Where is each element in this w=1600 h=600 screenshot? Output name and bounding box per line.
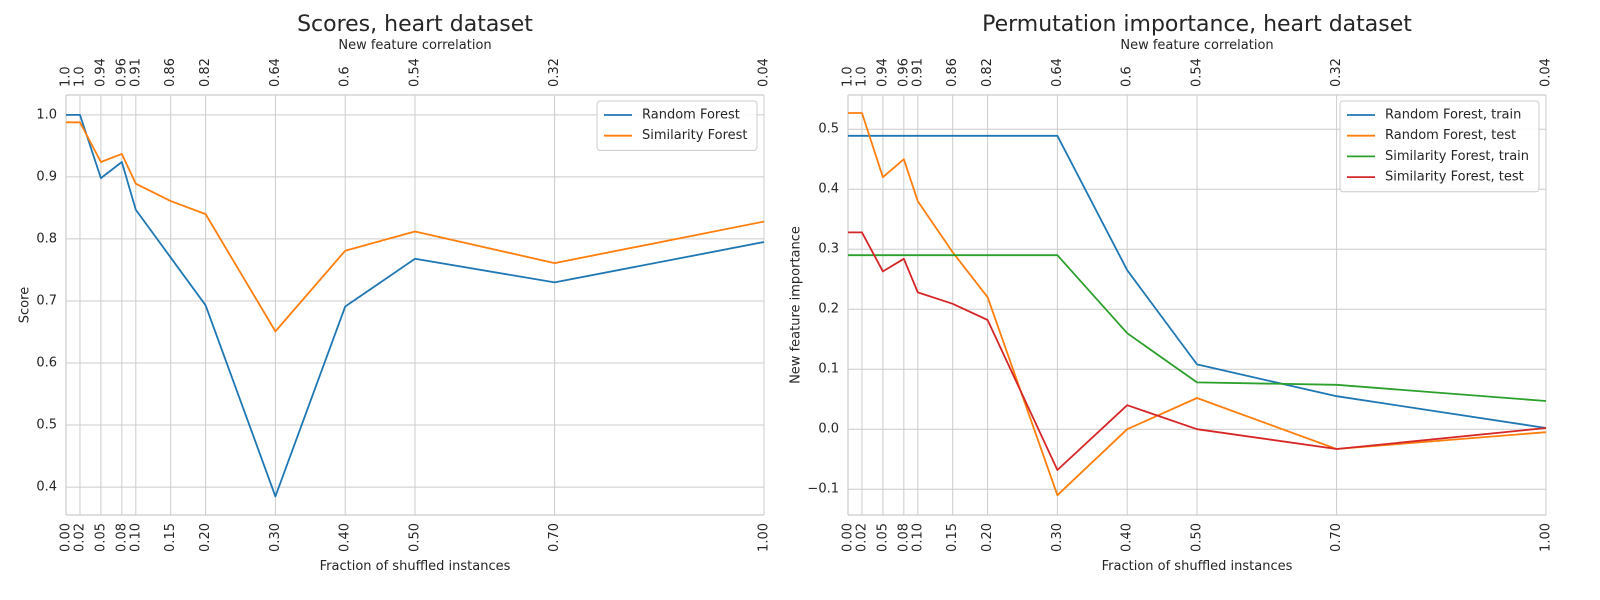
x-tick-label: 0.00 [59,523,74,552]
top-tick-label: 0.64 [268,58,283,87]
legend-label: Random Forest, train [1385,108,1521,123]
legend-box [1339,100,1540,193]
y-tick-label: 0.7 [36,293,57,308]
y-tick-label: −0.1 [807,482,839,497]
y-axis-label: New feature importance [789,226,804,384]
legend-label: Similarity Forest, train [1385,149,1529,164]
y-tick-label: 0.4 [36,480,57,495]
top-tick-label: 1.0 [72,66,87,87]
top-tick-label: 0.54 [1190,58,1205,87]
top-tick-label: 0.82 [980,58,995,87]
top-tick-label: 0.94 [93,58,108,87]
y-axis-label: Score [18,287,33,323]
x-tick-label: 0.70 [1329,523,1344,552]
x-tick-label: 0.08 [896,523,911,552]
y-tick-label: 0.5 [818,122,839,137]
x-tick-label: 0.08 [114,523,129,552]
top-tick-label: 0.91 [910,58,925,87]
y-tick-label: 0.1 [818,362,839,377]
series-line-2 [66,121,765,333]
x-tick-label: 0.50 [408,523,423,552]
top-tick-label: 0.32 [1329,58,1344,87]
series-line-3 [848,254,1547,402]
x-axis-label: Fraction of shuffled instances [320,559,511,574]
top-axis-label: New feature correlation [338,38,491,53]
top-tick-label: 0.64 [1050,58,1065,87]
x-tick-label: 0.70 [547,523,562,552]
x-tick-label: 0.20 [980,523,995,552]
chart-panel-1: 0.000.02 0.05 0.080.10 0.15 0.20 0.30 0.40 0.50… [18,12,772,574]
x-tick-label: 1.00 [757,523,772,552]
legend-label: Similarity Forest, test [1385,170,1524,185]
x-tick-label: 0.10 [910,523,925,552]
x-axis-label: Fraction of shuffled instances [1102,559,1293,574]
x-tick-label: 0.30 [1050,523,1065,552]
top-tick-label: 0.6 [338,66,353,87]
series-line-1 [848,134,1547,429]
top-axis-label: New feature correlation [1120,38,1273,53]
top-tick-label: 0.96 [114,58,129,87]
top-tick-label: 0.94 [875,58,890,87]
x-tick-label: 0.40 [1120,523,1135,552]
y-tick-label: 0.2 [818,302,839,317]
y-tick-label: 0.8 [36,231,57,246]
legend: Random Forest, train Random Forest, test S… [1339,100,1540,193]
x-tick-label: 0.40 [338,523,353,552]
series-line-1 [66,113,765,498]
chart-title: Permutation importance, heart dataset [982,12,1412,37]
y-tick-label: 0.5 [36,418,57,433]
top-tick-label: 0.96 [896,58,911,87]
x-tick-label: 0.20 [198,523,213,552]
chart-panel-2: 0.000.02 0.05 0.080.10 0.15 0.20 0.30 0.40 0.50… [789,12,1554,574]
series-line-2 [848,112,1547,497]
top-tick-label: 0.82 [198,58,213,87]
y-tick-label: 0.0 [818,422,839,437]
x-tick-label: 1.00 [1539,523,1554,552]
chart-title: Scores, heart dataset [297,12,533,37]
top-tick-label: 1.0 [841,66,856,87]
y-tick-label: 0.6 [36,356,57,371]
y-tick-label: 1.0 [36,107,57,122]
x-tick-label: 0.05 [93,523,108,552]
y-tick-label: 0.9 [36,169,57,184]
x-tick-label: 0.05 [875,523,890,552]
legend-box [596,100,758,151]
x-tick-label: 0.00 [841,523,856,552]
legend-label: Similarity Forest [642,128,748,143]
top-tick-label: 1.0 [59,66,74,87]
top-tick-label: 0.91 [128,58,143,87]
top-tick-label: 0.6 [1120,66,1135,87]
x-tick-label: 0.02 [72,523,87,552]
top-tick-label: 0.32 [547,58,562,87]
x-tick-label: 0.50 [1190,523,1205,552]
y-tick-label: 0.4 [818,182,839,197]
x-tick-label: 0.10 [128,523,143,552]
top-tick-label: 0.86 [163,58,178,87]
x-tick-label: 0.15 [945,523,960,552]
series-line-4 [848,231,1547,471]
legend-label: Random Forest [642,108,740,123]
top-tick-label: 0.04 [1539,58,1554,87]
y-tick-label: 0.3 [818,242,839,257]
x-tick-label: 0.30 [268,523,283,552]
x-tick-label: 0.15 [163,523,178,552]
legend-label: Random Forest, test [1385,128,1516,143]
top-tick-label: 0.04 [757,58,772,87]
top-tick-label: 1.0 [854,66,869,87]
top-tick-label: 0.86 [945,58,960,87]
legend: Random Forest Similarity Forest [596,100,758,151]
top-tick-label: 0.54 [408,58,423,87]
x-tick-label: 0.02 [854,523,869,552]
